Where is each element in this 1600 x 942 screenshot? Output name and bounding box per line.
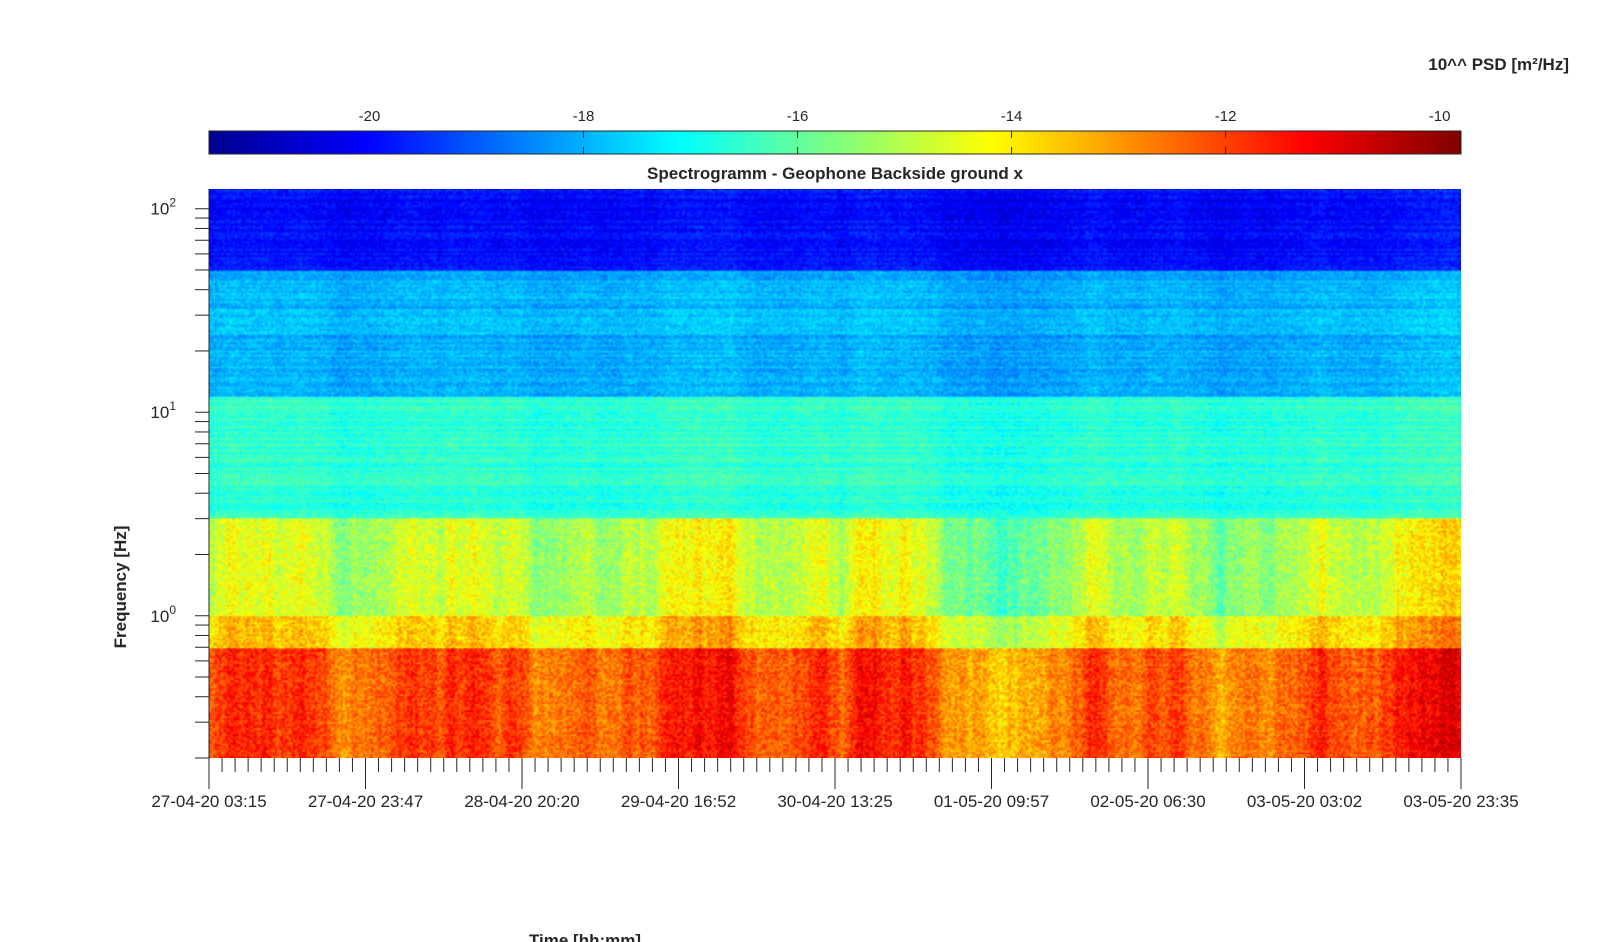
colorbar-tick-label: -10 bbox=[1429, 108, 1451, 125]
y-tick-exponent: 2 bbox=[169, 196, 176, 210]
colorbar-tick-label: -20 bbox=[359, 108, 381, 125]
y-tick-exponent: 0 bbox=[169, 603, 176, 617]
y-tick-exponent: 1 bbox=[169, 399, 176, 413]
x-tick-label: 27-04-20 03:15 bbox=[151, 792, 266, 811]
x-axis-label: Time [hh:mm] bbox=[529, 931, 641, 942]
x-tick-label: 30-04-20 13:25 bbox=[777, 792, 892, 811]
spectrogram-heatmap bbox=[209, 189, 1461, 758]
colorbar-tick-label: -14 bbox=[1001, 108, 1023, 125]
x-tick-label: 02-05-20 06:30 bbox=[1090, 792, 1205, 811]
colorbar-label: 10^^ PSD [m²/Hz] bbox=[1428, 55, 1569, 74]
colorbar: -20 -18 -16 -14 -12 -10 bbox=[208, 108, 1462, 155]
x-tick-label: 28-04-20 20:20 bbox=[464, 792, 579, 811]
x-tick-label: 03-05-20 03:02 bbox=[1247, 792, 1362, 811]
y-tick-base: 10 bbox=[150, 607, 169, 626]
colorbar-tick-label: -18 bbox=[573, 108, 595, 125]
x-tick-label: 03-05-20 23:35 bbox=[1403, 792, 1518, 811]
y-tick-base: 10 bbox=[150, 200, 169, 219]
chart-title: Spectrogramm - Geophone Backside ground … bbox=[647, 164, 1024, 183]
x-tick-label: 01-05-20 09:57 bbox=[934, 792, 1049, 811]
y-tick-label: 100 bbox=[150, 603, 176, 626]
y-tick-base: 10 bbox=[150, 403, 169, 422]
x-tick-label: 29-04-20 16:52 bbox=[621, 792, 736, 811]
colorbar-gradient bbox=[208, 130, 1462, 155]
colorbar-tick-label: -12 bbox=[1215, 108, 1237, 125]
y-tick-label: 101 bbox=[150, 399, 176, 422]
y-tick-label: 102 bbox=[150, 196, 176, 219]
colorbar-tick-label: -16 bbox=[787, 108, 809, 125]
y-axis-label: Frequency [Hz] bbox=[111, 526, 130, 649]
x-tick-label: 27-04-20 23:47 bbox=[308, 792, 423, 811]
